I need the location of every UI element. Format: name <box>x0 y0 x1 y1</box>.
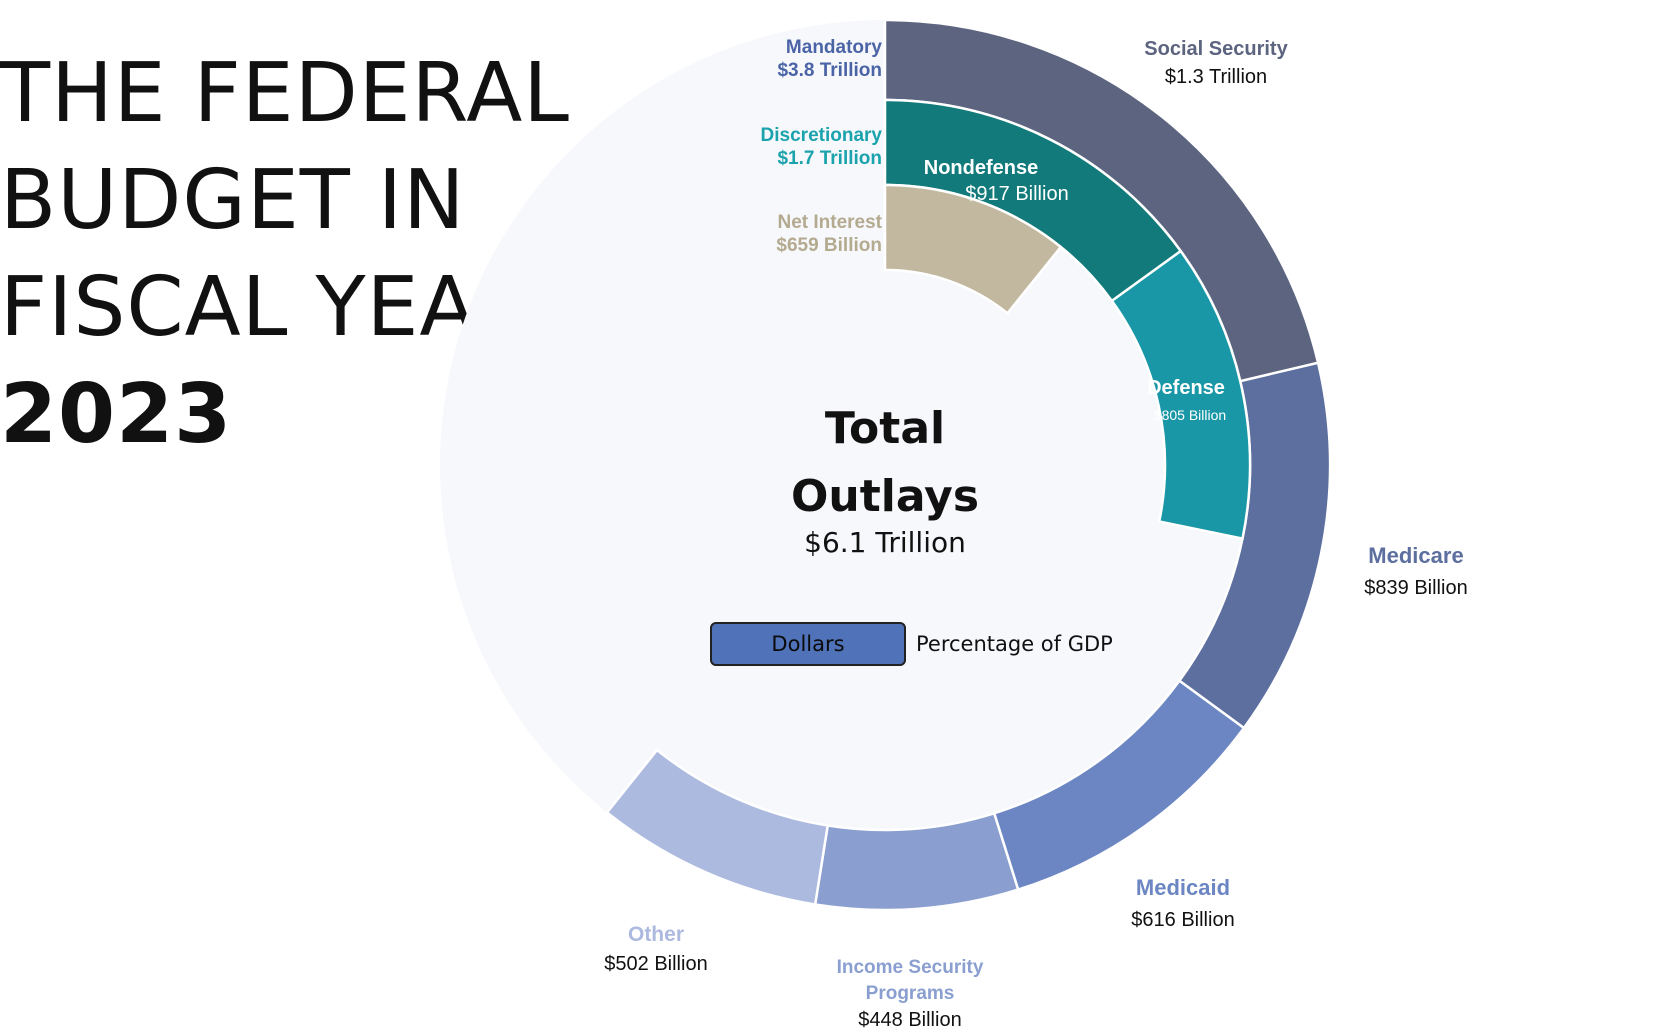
center-label: Total Outlays $6.1 Trillion <box>791 403 979 559</box>
wedge-defense[interactable] <box>1110 249 1252 541</box>
title-line-3: FISCAL YEAR <box>0 260 535 355</box>
wedge-income-security-programs[interactable] <box>813 811 1020 912</box>
label-social-security-value: $1.3 Trillion <box>1165 66 1267 88</box>
label-discretionary-value: $1.7 Trillion <box>777 148 882 169</box>
label-medicaid-name: Medicaid <box>1136 875 1230 900</box>
label-net-interest-name: Net Interest <box>777 212 882 233</box>
title-year: 2023 <box>0 367 233 462</box>
label-defense-name: Defense <box>1147 377 1225 399</box>
toggle-gdp-label: Percentage of GDP <box>916 632 1113 656</box>
toggle-gdp-option[interactable]: Percentage of GDP <box>916 622 1113 666</box>
title-line-1: THE FEDERAL <box>0 46 570 141</box>
label-other-value: $502 Billion <box>604 953 707 975</box>
wedge-other[interactable] <box>605 748 830 906</box>
toggle-dollars-button[interactable]: Dollars <box>710 622 906 666</box>
center-line-2: Outlays <box>791 471 979 522</box>
label-nondefense-value: $917 Billion <box>965 183 1068 205</box>
wedge-net-interest[interactable] <box>883 183 1063 315</box>
title-line-2: BUDGET IN <box>0 153 466 248</box>
label-income-security-name-line-1: Income Security <box>837 957 984 978</box>
label-social-security-name: Social Security <box>1144 38 1288 60</box>
label-mandatory-value: $3.8 Trillion <box>777 60 882 81</box>
center-line-1: Total <box>825 403 945 454</box>
label-other-name: Other <box>628 923 684 946</box>
chart-wedges <box>605 18 1332 912</box>
label-income-security-name-line-2: Programs <box>866 983 955 1004</box>
label-medicare-name: Medicare <box>1368 543 1463 568</box>
label-medicaid-value: $616 Billion <box>1131 909 1234 931</box>
page-title: THE FEDERAL BUDGET IN FISCAL YEAR 2023 <box>0 40 570 468</box>
label-nondefense-name: Nondefense <box>924 157 1038 179</box>
label-medicare-value: $839 Billion <box>1364 577 1467 599</box>
label-discretionary-name: Discretionary <box>761 125 883 146</box>
label-income-security-value: $448 Billion <box>858 1009 961 1031</box>
label-net-interest-value: $659 Billion <box>776 235 882 256</box>
toggle-dollars-label: Dollars <box>771 632 845 656</box>
label-defense-value: $805 Billion <box>1154 407 1226 423</box>
label-mandatory-name: Mandatory <box>786 37 883 58</box>
center-total-value: $6.1 Trillion <box>804 526 966 559</box>
